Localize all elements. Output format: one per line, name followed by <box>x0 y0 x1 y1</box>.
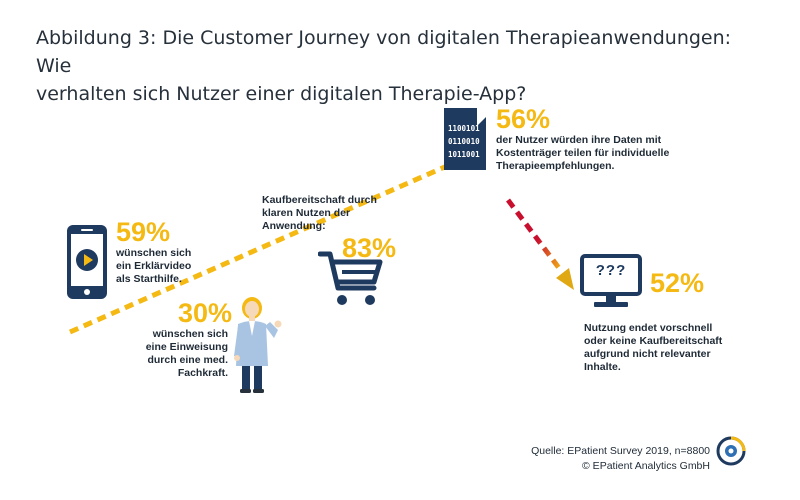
video-line-2: ein Erklärvideo <box>116 260 192 272</box>
journey-arrowhead-red <box>556 268 574 290</box>
binary-line-2: 0110010 <box>448 137 480 146</box>
fachkraft-description: wünschen sich eine Einweisung durch eine… <box>120 328 228 380</box>
title-line-2: verhalten sich Nutzer einer digitalen Th… <box>36 83 527 105</box>
video-percent: 59% <box>116 217 171 247</box>
fachkraft-line-4: Fachkraft. <box>177 367 228 379</box>
binary-line-1: 1100101 <box>448 124 480 133</box>
video-line-1: wünschen sich <box>116 247 192 259</box>
kauf-heading-line-2: klaren Nutzen der <box>262 207 351 219</box>
abbruch-description: Nutzung endet vorschnell oder keine Kauf… <box>584 322 722 374</box>
kauf-heading-line-1: Kaufbereitschaft durch <box>262 194 377 206</box>
fachkraft-line-2: eine Einweisung <box>145 341 228 353</box>
source-note: Quelle: EPatient Survey 2019, n=8800 © E… <box>520 444 710 474</box>
abbruch-line-3: aufgrund nicht relevanter <box>584 348 711 360</box>
smartphone-play-icon <box>67 225 107 299</box>
daten-line-2: Kostenträger teilen für individuelle <box>496 147 670 159</box>
abbruch-percent: 52% <box>650 268 705 298</box>
abbruch-line-1: Nutzung endet vorschnell <box>584 322 713 334</box>
binary-line-3: 1011001 <box>448 150 480 159</box>
kauf-percent: 83% <box>342 233 397 263</box>
video-description: wünschen sich ein Erklärvideo als Starth… <box>116 247 191 286</box>
binary-document-icon: 1100101 0110010 1011001 <box>444 108 486 170</box>
kauf-heading-line-3: Anwendung: <box>262 220 326 232</box>
source-line-2: © EPatient Analytics GmbH <box>582 460 710 472</box>
source-line-1: Quelle: EPatient Survey 2019, n=8800 <box>531 445 710 457</box>
fachkraft-line-1: wünschen sich <box>152 328 228 340</box>
fachkraft-percent: 30% <box>178 298 233 328</box>
epatient-logo-icon <box>716 436 746 466</box>
doctor-figure-icon <box>234 297 282 393</box>
daten-line-3: Therapieempfehlungen. <box>496 160 615 172</box>
kauf-heading: Kaufbereitschaft durch klaren Nutzen der… <box>262 194 377 233</box>
journey-arrow-yellow <box>68 155 467 335</box>
daten-description: der Nutzer würden ihre Daten mit Kostent… <box>496 134 669 173</box>
journey-arrow-red <box>506 198 564 274</box>
daten-percent: 56% <box>496 104 551 134</box>
page-title: Abbildung 3: Die Customer Journey von di… <box>36 24 756 108</box>
fachkraft-line-3: durch eine med. <box>147 354 228 366</box>
abbruch-line-4: Inhalte. <box>584 361 621 373</box>
shopping-cart-icon <box>318 251 383 305</box>
daten-line-1: der Nutzer würden ihre Daten mit <box>496 134 662 146</box>
abbruch-line-2: oder keine Kaufbereitschaft <box>584 335 723 347</box>
monitor-question-marks: ??? <box>595 262 627 279</box>
monitor-question-icon <box>580 254 642 307</box>
video-line-3: als Starthilfe. <box>116 273 182 285</box>
title-line-1: Abbildung 3: Die Customer Journey von di… <box>36 27 732 77</box>
